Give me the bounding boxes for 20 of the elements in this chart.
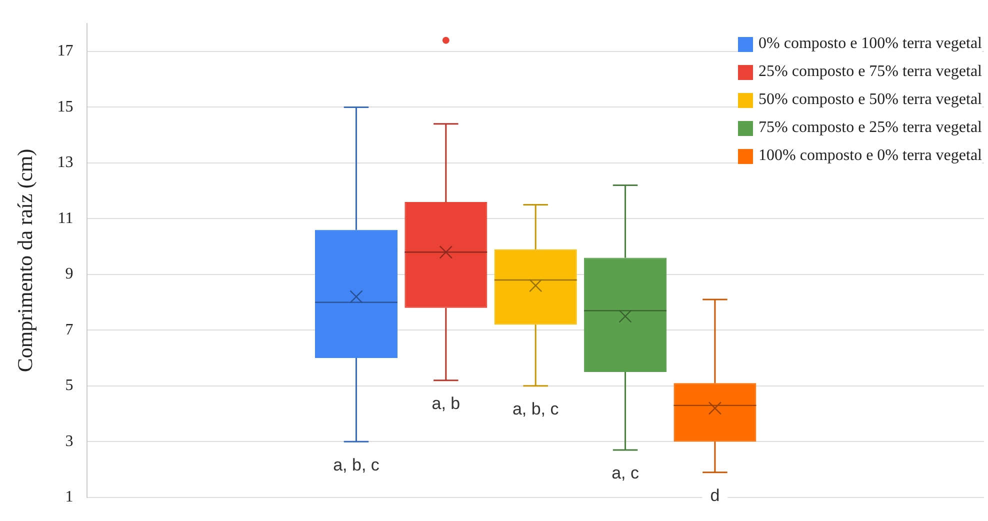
y-tick-label: 7 <box>65 321 74 338</box>
y-tick-label: 11 <box>58 210 74 227</box>
annotation: a, b, c <box>512 400 560 419</box>
y-tick-label: 17 <box>57 42 74 60</box>
y-tick-label: 9 <box>65 266 74 283</box>
legend-label: 100% composto e 0% terra vegetal <box>758 147 982 165</box>
y-tick-label: 5 <box>65 377 74 394</box>
y-tick-label: 13 <box>57 154 74 172</box>
legend-label: 75% composto e 25% terra vegetal <box>758 119 982 137</box>
annotation: a, b, c <box>333 455 380 474</box>
legend-label: 25% composto e 75% terra vegetal <box>758 63 982 81</box>
y-tick-label: 3 <box>65 432 74 450</box>
annotation: a, b <box>432 394 460 414</box>
annotation: a, c <box>612 464 640 483</box>
y-axis-title: Comprimento da raíz (cm) <box>13 148 38 372</box>
y-tick-label: 1 <box>65 488 74 506</box>
legend-label: 0% composto e 100% terra vegetal <box>758 35 982 53</box>
legend-label: 50% composto e 50% terra vegetal <box>758 91 982 109</box>
annotation: d <box>710 486 720 506</box>
y-tick-label: 15 <box>57 98 74 116</box>
